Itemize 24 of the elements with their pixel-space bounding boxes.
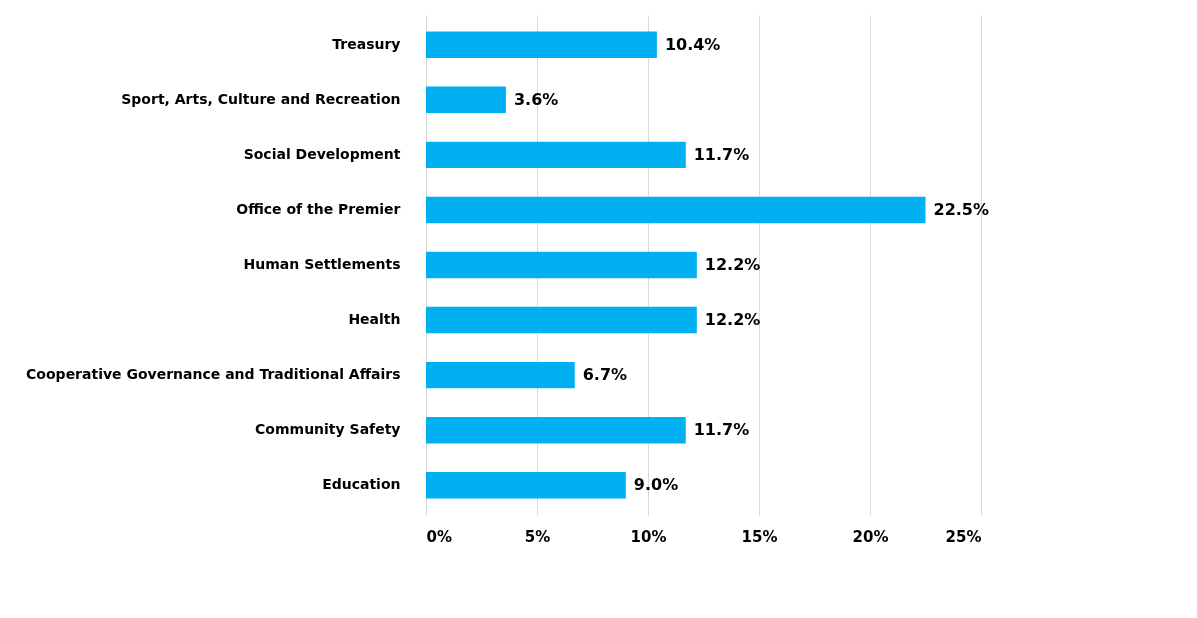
data-label: 9.0%	[633, 475, 679, 495]
x-tick-label: 25%	[945, 527, 982, 546]
y-tick-label: Health	[348, 311, 401, 328]
y-tick-label: Human Settlements	[243, 256, 401, 272]
y-tick-label: Education	[322, 476, 401, 493]
y-tick-label: Office of the Premier	[236, 200, 401, 217]
x-tick-label: 15%	[741, 527, 778, 546]
x-tick-label: 0%	[426, 527, 452, 546]
data-label: 6.7%	[582, 365, 628, 385]
data-label: 12.2%	[704, 310, 761, 330]
data-label: 11.7%	[693, 420, 750, 440]
data-label: 10.4%	[664, 34, 721, 54]
y-tick-label: Social Development	[243, 145, 401, 162]
data-label: 12.2%	[704, 255, 761, 274]
x-tick-label: 5%	[524, 527, 551, 546]
data-label: 22.5%	[933, 199, 990, 219]
data-label: 3.6%	[513, 89, 559, 109]
x-tick-label: 20%	[852, 527, 889, 546]
x-tick-label: 10%	[630, 527, 667, 546]
data-label: 11.7%	[693, 144, 750, 164]
y-tick-label: Sport, Arts, Culture and Recreation	[121, 90, 401, 107]
y-tick-label: Treasury	[332, 35, 401, 52]
y-tick-label: Community Safety	[255, 421, 401, 438]
y-tick-label: Cooperative Governance and Traditional Affairs	[26, 366, 401, 383]
